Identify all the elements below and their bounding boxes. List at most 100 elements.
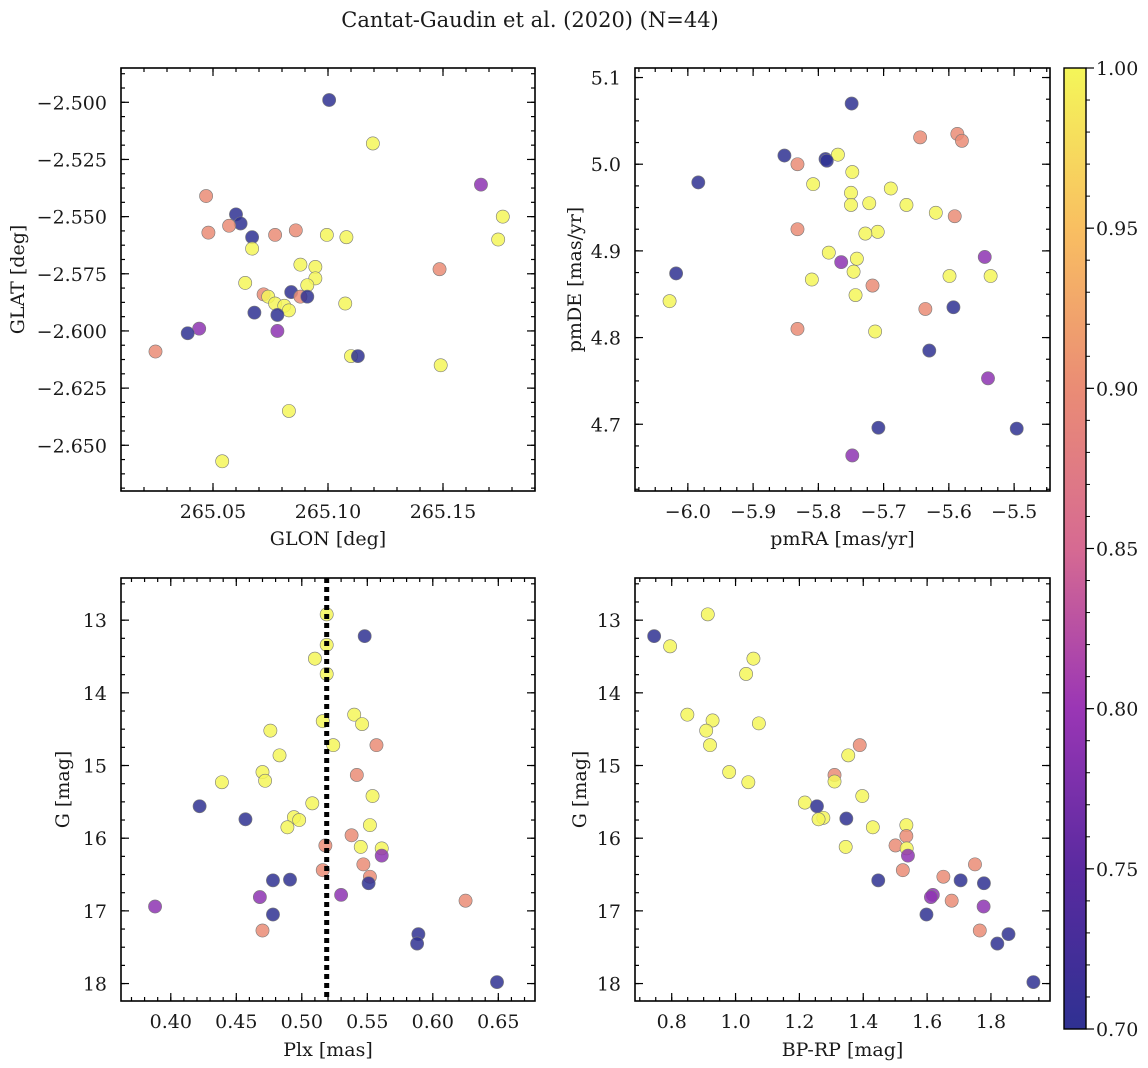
scatter-point [899,198,914,212]
scatter-point [233,216,248,231]
panel-pmra-pmde: −6.0 −5.9 −5.8 −5.7 −5.6 −5.5 4.7 4.8 4.9 5.0 5.1… [564,67,1051,550]
colorbar-bar [1063,67,1087,1030]
y-tick-label: −2.500 [37,92,107,114]
scatter-point [663,639,678,654]
scatter-point [356,857,371,872]
y-tick-labels: 13 14 15 16 17 18 [83,610,107,995]
scatter-point [928,205,943,220]
scatter-marks-glon-glat [148,93,510,469]
colorbar-tick-label: 0.80 [1096,699,1138,721]
scatter-point [344,828,359,843]
colorbar-tick-label: 0.85 [1096,539,1138,561]
scatter-point [848,288,863,302]
scatter-point [458,893,473,908]
y-tick-label: −2.575 [37,264,107,286]
y-tick-label: 4.7 [591,414,621,436]
scatter-point [899,829,914,843]
scatter-point [680,707,695,722]
scatter-point [365,136,380,151]
panel-bprp-g: 0.8 1.0 1.2 1.4 1.6 1.8 13 14 15 16 17 18 BP-RP [m… [569,577,1051,1061]
scatter-point [326,738,341,753]
scatter-point [353,840,368,854]
scatter-point [955,133,969,148]
scatter-point [741,775,756,790]
scatter-point [944,893,959,908]
x-tick-label: 1.0 [720,1011,750,1033]
scatter-point [361,876,376,891]
y-tick-label: 18 [597,974,621,996]
scatter-point [347,707,362,722]
scatter-point [288,223,303,238]
scatter-point [821,245,836,260]
x-tick-label: 0.45 [215,1011,257,1033]
scatter-point [266,907,280,922]
y-tick-label: −2.525 [37,149,107,171]
scatter-point [700,607,715,622]
scatter-point [266,873,280,888]
scatter-point [268,228,282,242]
scatter-point [148,899,162,914]
scatter-point [722,765,737,779]
scatter-point [806,177,821,192]
scatter-point [942,269,957,283]
scatter-point [201,225,216,240]
scatter-point [319,228,334,242]
scatter-point [281,404,296,418]
x-tick-labels: 0.8 1.0 1.2 1.4 1.6 1.8 [657,1011,1006,1033]
panel-glon-glat: 265.05 265.10 265.15 −2.500−2.525−2.550−2.… [7,67,536,550]
scatter-point [977,250,992,264]
scatter-point [846,264,861,279]
scatter-point [1001,927,1016,942]
x-tick-label: 0.60 [412,1011,454,1033]
scatter-point [790,322,805,336]
x-tick-label: 1.6 [912,1011,942,1033]
colorbar-tick-label: 0.95 [1096,218,1138,240]
y-tick-labels: −2.500 −2.525 −2.550 −2.575 −2.600 −2.625 −2.6… [37,92,107,457]
x-tick-label: 0.50 [281,1011,323,1033]
x-axis-label: Plx [mas] [283,1039,373,1061]
colorbar-tick-label: 1.00 [1096,58,1138,80]
x-axis-label: pmRA [mas/yr] [770,528,914,550]
x-tick-label: 1.8 [976,1011,1006,1033]
tick-marks [120,68,536,491]
x-tick-label: −5.7 [861,501,907,523]
y-tick-label: 5.0 [591,154,621,176]
x-tick-label: 0.55 [346,1011,388,1033]
scatter-point [238,276,253,290]
y-tick-label: 14 [597,683,621,705]
y-tick-labels: 4.7 4.8 4.9 5.0 5.1 [591,68,621,437]
scatter-point [180,326,195,341]
scatter-point [811,812,826,827]
scatter-point [263,723,278,738]
scatter-point [491,232,506,247]
y-tick-label: −2.625 [37,378,107,400]
scatter-point [374,848,389,863]
scatter-point [669,266,684,281]
scatter-point [703,738,717,753]
scatter-point [777,148,792,163]
scatter-point [918,302,933,316]
scatter-point [691,175,706,190]
scatter-point [852,738,867,753]
y-tick-label: 13 [597,610,621,632]
scatter-point [883,181,898,196]
scatter-point [839,811,854,826]
x-tick-label: 0.8 [657,1011,687,1033]
scatter-point [258,773,273,788]
scatter-point [838,840,853,854]
scatter-point [924,890,938,904]
scatter-point [474,177,488,192]
y-tick-label: 17 [597,901,621,923]
y-tick-label: 15 [597,756,621,778]
scatter-point [865,278,880,293]
scatter-marks-bprp-g [647,607,1041,989]
scatter-point [338,296,353,311]
scatter-point [972,923,987,938]
colorbar-tick-label: 0.90 [1096,378,1138,400]
scatter-point [981,371,995,386]
scatter-point [705,713,720,728]
x-axis-label: GLON [deg] [270,528,386,550]
scatter-point [272,748,287,763]
scatter-point [845,165,860,179]
